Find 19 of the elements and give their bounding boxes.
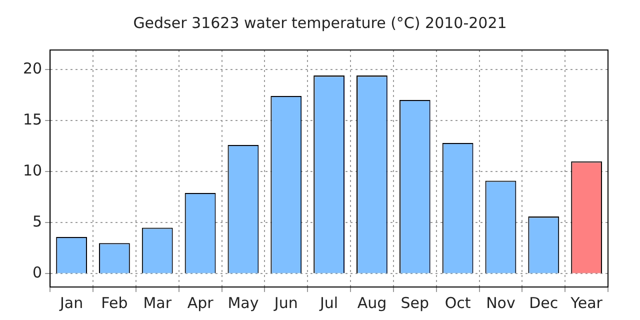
y-tick-label: 20: [22, 59, 42, 78]
x-tick-label: Year: [570, 294, 604, 312]
y-tick-label: 15: [22, 110, 42, 128]
x-tick-label: Jun: [273, 294, 298, 312]
x-tick-label: Apr: [187, 294, 214, 312]
y-tick-label: 0: [32, 264, 42, 282]
x-tick-label: Jan: [58, 294, 84, 312]
y-tick-label: 5: [32, 212, 42, 231]
x-tick-label: Mar: [143, 294, 172, 312]
x-tick-label: Oct: [444, 294, 471, 312]
x-tick-label: Sep: [400, 294, 430, 312]
chart-title: Gedser 31623 water temperature (°C) 2010-2021: [132, 14, 508, 32]
x-tick-label: Aug: [357, 294, 387, 312]
x-tick-label: May: [228, 294, 259, 312]
x-tick-label: Feb: [101, 294, 128, 312]
x-tick-label: Nov: [486, 294, 516, 312]
x-tick-label: Jul: [318, 294, 338, 312]
x-tick-label: Dec: [529, 294, 558, 312]
y-tick-label: 10: [22, 161, 42, 180]
